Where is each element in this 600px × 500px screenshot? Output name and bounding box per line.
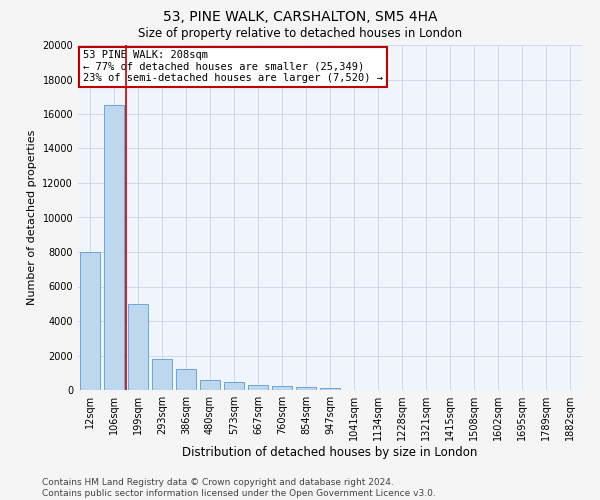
Bar	[128, 304, 148, 390]
X-axis label: Distribution of detached houses by size in London: Distribution of detached houses by size …	[182, 446, 478, 459]
Text: Contains HM Land Registry data © Crown copyright and database right 2024.
Contai: Contains HM Land Registry data © Crown c…	[42, 478, 436, 498]
Bar	[200, 380, 220, 390]
Y-axis label: Number of detached properties: Number of detached properties	[27, 130, 37, 305]
Bar	[176, 370, 196, 390]
Bar	[272, 386, 292, 390]
Text: Size of property relative to detached houses in London: Size of property relative to detached ho…	[138, 28, 462, 40]
Bar	[296, 386, 316, 390]
Text: 53 PINE WALK: 208sqm
← 77% of detached houses are smaller (25,349)
23% of semi-d: 53 PINE WALK: 208sqm ← 77% of detached h…	[83, 50, 383, 84]
Bar	[320, 388, 340, 390]
Bar	[152, 359, 172, 390]
Bar	[80, 252, 100, 390]
Bar	[248, 385, 268, 390]
Text: 53, PINE WALK, CARSHALTON, SM5 4HA: 53, PINE WALK, CARSHALTON, SM5 4HA	[163, 10, 437, 24]
Bar	[224, 382, 244, 390]
Bar	[104, 106, 124, 390]
